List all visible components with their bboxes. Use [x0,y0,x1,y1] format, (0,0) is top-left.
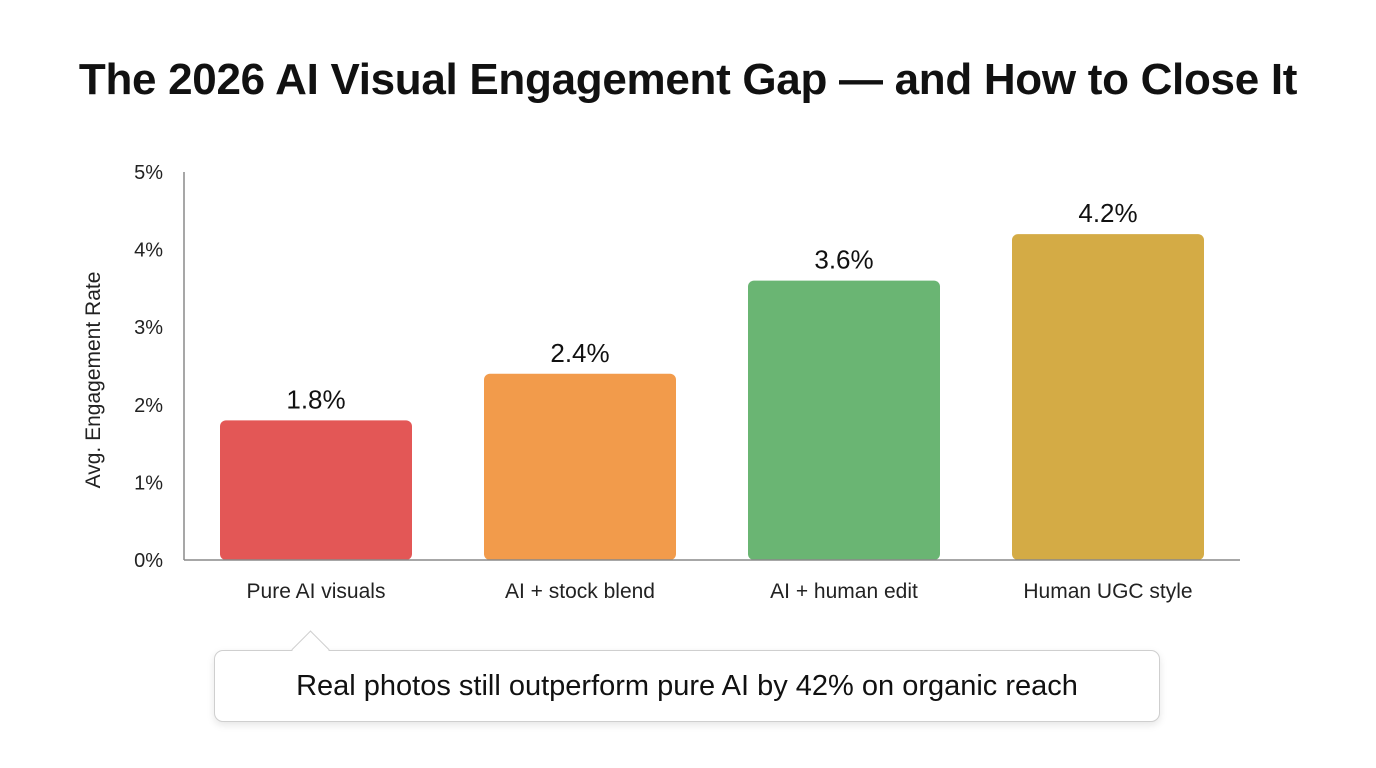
x-tick-label: Pure AI visuals [247,580,386,603]
bar-value-label: 4.2% [1078,198,1137,228]
y-axis-ticks: 0% 1% 2% 3% 4% 5% [134,162,163,572]
bar-chart: 0% 1% 2% 3% 4% 5% 1.8% 2.4% 3.6% 4.2% Pure AI vi… [82,162,1240,603]
y-tick-label: 3% [134,317,163,339]
y-tick-label: 5% [134,162,163,184]
y-axis-label: Avg. Engagement Rate [82,272,105,489]
bar-value-label: 1.8% [286,384,345,414]
callout-text: Real photos still outperform pure AI by … [296,670,1078,702]
bar-1 [220,420,412,560]
x-tick-label: Human UGC style [1023,580,1192,603]
y-tick-label: 2% [134,395,163,417]
y-tick-label: 1% [134,472,163,494]
x-axis-labels: Pure AI visuals AI + stock blend AI + huma… [247,580,1193,603]
insight-callout: Real photos still outperform pure AI by … [214,630,1160,722]
bar-3 [748,280,940,560]
bar-value-label: 3.6% [814,245,873,275]
bar-2 [484,373,676,560]
bar-4 [1012,234,1204,560]
data-labels: 1.8% 2.4% 3.6% 4.2% [286,198,1137,414]
bar-value-label: 2.4% [550,338,609,368]
x-tick-label: AI + human edit [770,580,918,603]
bars [220,234,1204,560]
y-tick-label: 0% [134,550,163,572]
chart-title: The 2026 AI Visual Engagement Gap — and … [78,55,1298,104]
x-tick-label: AI + stock blend [505,580,655,603]
y-tick-label: 4% [134,240,163,262]
